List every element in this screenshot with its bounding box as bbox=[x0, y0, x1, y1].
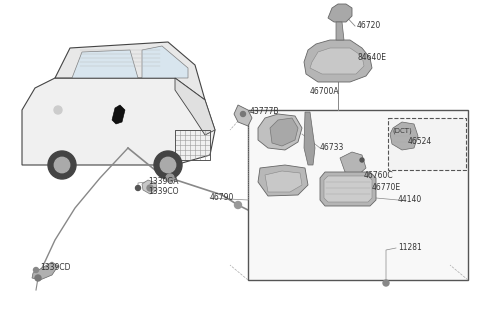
Polygon shape bbox=[142, 180, 157, 194]
Circle shape bbox=[35, 275, 41, 281]
Polygon shape bbox=[324, 176, 372, 202]
Bar bbox=[248, 110, 468, 280]
Polygon shape bbox=[112, 105, 125, 124]
Text: 46700A: 46700A bbox=[310, 88, 340, 96]
Polygon shape bbox=[22, 78, 215, 165]
Polygon shape bbox=[55, 42, 205, 100]
Polygon shape bbox=[340, 152, 366, 175]
Bar bbox=[175, 130, 210, 160]
Circle shape bbox=[147, 185, 153, 191]
Circle shape bbox=[160, 157, 176, 173]
Circle shape bbox=[360, 158, 364, 162]
Polygon shape bbox=[32, 262, 58, 280]
Circle shape bbox=[383, 280, 389, 286]
Polygon shape bbox=[270, 118, 298, 146]
Circle shape bbox=[154, 151, 182, 179]
Polygon shape bbox=[234, 105, 252, 126]
Text: 46733: 46733 bbox=[320, 144, 344, 153]
Text: 84640E: 84640E bbox=[357, 53, 386, 63]
Polygon shape bbox=[328, 4, 352, 22]
Circle shape bbox=[54, 157, 70, 173]
Polygon shape bbox=[258, 165, 308, 196]
Polygon shape bbox=[320, 172, 376, 206]
Bar bbox=[388, 118, 466, 170]
Polygon shape bbox=[310, 48, 364, 74]
Polygon shape bbox=[348, 173, 370, 190]
Text: 44140: 44140 bbox=[398, 195, 422, 204]
Circle shape bbox=[135, 186, 141, 191]
Text: 46524: 46524 bbox=[408, 136, 432, 146]
Text: 1339CO: 1339CO bbox=[148, 187, 179, 195]
Polygon shape bbox=[175, 78, 215, 135]
Text: 46790: 46790 bbox=[210, 194, 234, 202]
Polygon shape bbox=[304, 112, 315, 165]
Polygon shape bbox=[142, 46, 188, 78]
Polygon shape bbox=[72, 50, 138, 78]
Text: 1339CD: 1339CD bbox=[40, 263, 71, 273]
Polygon shape bbox=[336, 22, 344, 40]
Text: 43777B: 43777B bbox=[250, 108, 279, 116]
Polygon shape bbox=[304, 40, 372, 82]
Circle shape bbox=[34, 268, 38, 273]
Polygon shape bbox=[265, 171, 302, 192]
Circle shape bbox=[48, 151, 76, 179]
Circle shape bbox=[166, 174, 174, 182]
Text: 1339GA: 1339GA bbox=[148, 176, 179, 186]
Circle shape bbox=[235, 201, 241, 209]
Polygon shape bbox=[258, 114, 302, 150]
Text: 46760C: 46760C bbox=[364, 171, 394, 179]
Circle shape bbox=[54, 106, 62, 114]
Text: 46720: 46720 bbox=[357, 22, 381, 31]
Text: 11281: 11281 bbox=[398, 243, 422, 253]
Text: (DCT): (DCT) bbox=[392, 128, 412, 134]
Circle shape bbox=[240, 112, 245, 116]
Polygon shape bbox=[390, 122, 418, 150]
Text: 46770E: 46770E bbox=[372, 183, 401, 193]
